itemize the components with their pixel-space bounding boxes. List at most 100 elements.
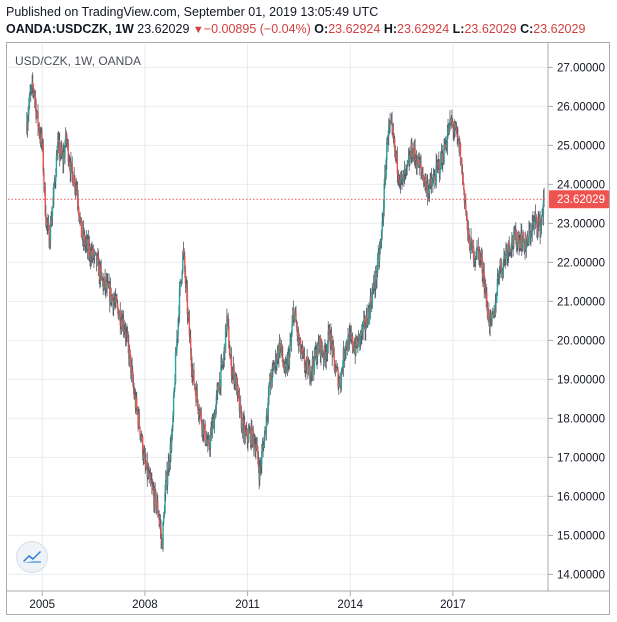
candle-body xyxy=(335,367,337,372)
candle-body xyxy=(386,141,388,161)
candle-body xyxy=(295,312,297,323)
candle-body xyxy=(54,181,56,183)
candle-body xyxy=(387,135,389,144)
candle-body xyxy=(470,238,472,254)
open-label: O: xyxy=(314,22,329,36)
candle-body xyxy=(503,256,505,263)
candle-body xyxy=(355,337,357,355)
candle-body xyxy=(227,317,229,326)
candle-body xyxy=(281,345,283,358)
candle-body xyxy=(469,238,471,251)
candle-body xyxy=(494,301,497,316)
candle-body xyxy=(53,182,56,184)
candle-body xyxy=(498,273,501,278)
candle-body xyxy=(492,312,494,314)
candle-body xyxy=(268,384,270,397)
candle-body xyxy=(531,223,533,234)
candle-body xyxy=(196,389,198,401)
candle-body xyxy=(72,172,74,186)
candle-body xyxy=(243,422,246,437)
candle-body xyxy=(475,257,478,259)
candle-body xyxy=(44,186,46,216)
candle-body xyxy=(114,301,116,303)
price-tick-label: 19.00000 xyxy=(557,374,605,386)
candle-body xyxy=(397,173,399,176)
candle-body xyxy=(32,82,34,88)
candle-body xyxy=(76,185,78,191)
candle-body xyxy=(119,311,121,326)
candle-body xyxy=(67,142,69,162)
candle-body xyxy=(240,404,242,412)
candle-body xyxy=(178,288,181,316)
candle-body xyxy=(305,364,307,371)
candle-body xyxy=(97,255,99,258)
candle-body xyxy=(513,231,516,234)
candle-body xyxy=(266,412,269,417)
candle-body xyxy=(154,488,156,492)
chart-symbol-label: USD/CZK, 1W, OANDA xyxy=(15,54,141,68)
candle-body xyxy=(305,358,308,365)
candle-body xyxy=(172,396,175,416)
candle-body xyxy=(180,280,183,281)
candle-body xyxy=(111,296,114,299)
candle-body xyxy=(47,223,50,228)
candle-body xyxy=(74,187,77,189)
candle-body xyxy=(533,220,535,225)
candle-body xyxy=(255,447,257,453)
candle-body xyxy=(85,242,87,244)
candle-body xyxy=(176,334,179,339)
candle-body xyxy=(151,483,153,486)
candle-body xyxy=(407,161,409,166)
candle-body xyxy=(193,384,196,388)
candle-body xyxy=(333,349,335,361)
candle-body xyxy=(68,161,70,163)
candle-body xyxy=(472,247,475,263)
candle-body xyxy=(543,198,545,200)
candle-body xyxy=(525,244,528,250)
candle-body xyxy=(39,134,41,137)
candle-body xyxy=(400,173,402,179)
candle-body xyxy=(222,363,224,365)
tradingview-logo[interactable] xyxy=(16,541,48,573)
candle-body xyxy=(420,163,422,169)
candle-body xyxy=(216,390,218,397)
candle-body xyxy=(328,328,331,341)
candle-body xyxy=(127,334,129,344)
candle-body xyxy=(149,473,152,480)
candle-body xyxy=(359,332,362,343)
candle-body xyxy=(130,355,132,373)
time-tick-label: 2014 xyxy=(337,599,363,611)
candle-body xyxy=(160,528,162,539)
candle-body xyxy=(164,480,167,493)
candle-body xyxy=(207,439,209,445)
candle-body xyxy=(496,278,499,294)
candle-body xyxy=(499,265,501,274)
candle-body xyxy=(48,227,50,248)
candle-body xyxy=(376,256,379,274)
candle-body xyxy=(80,217,83,238)
candle-body xyxy=(191,366,193,376)
candle-body xyxy=(455,124,457,128)
candle-body xyxy=(194,387,197,392)
candle-body xyxy=(224,325,227,353)
candle-body xyxy=(382,218,384,222)
candle-body xyxy=(446,134,449,146)
candle-body xyxy=(176,338,178,352)
candle-body xyxy=(509,247,511,253)
candle-body xyxy=(416,164,418,168)
candle-body xyxy=(126,332,128,334)
candle-body xyxy=(74,177,76,188)
candle-body xyxy=(437,162,439,166)
candle-body xyxy=(238,391,240,397)
candle-body xyxy=(473,261,476,263)
last-price-label: 23.62029 xyxy=(557,194,605,206)
candle-body xyxy=(92,248,94,259)
candle-body xyxy=(186,290,189,315)
candle-body xyxy=(442,153,444,164)
candle-body xyxy=(70,161,72,174)
candle-body xyxy=(151,485,154,488)
candle-body xyxy=(439,169,441,173)
price-tick-label: 15.00000 xyxy=(557,530,605,542)
candle-body xyxy=(53,183,55,198)
